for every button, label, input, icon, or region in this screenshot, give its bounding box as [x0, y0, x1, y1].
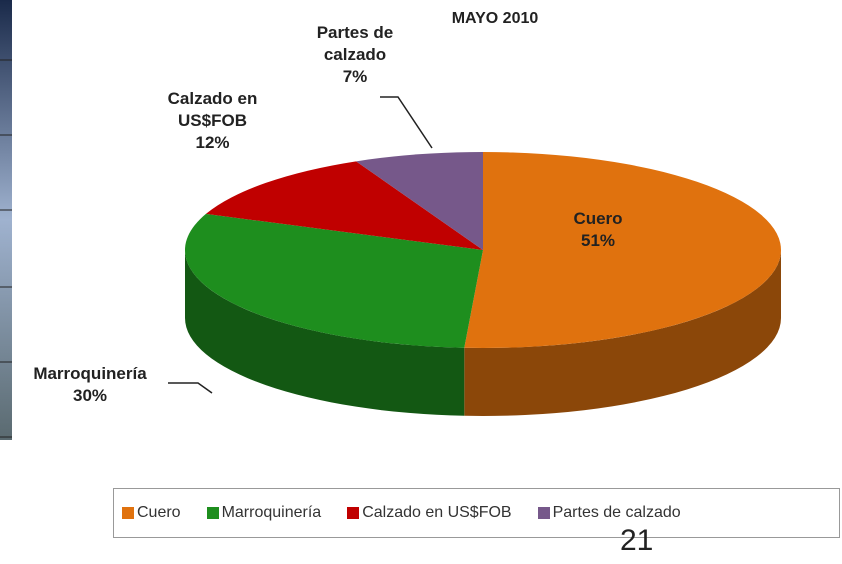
data-label: Calzado en US$FOB 12%: [160, 88, 265, 154]
data-label: Cuero 51%: [548, 208, 648, 252]
slice-side: [464, 250, 781, 416]
leader-lines: [168, 96, 433, 394]
legend-label: Cuero: [137, 504, 181, 521]
side-panel: [0, 0, 12, 440]
legend-label: Partes de calzado: [552, 504, 681, 521]
label-value: 7%: [342, 67, 368, 86]
legend: Cuero Marroquinería Calzado en US$FOB Parte…: [113, 488, 840, 538]
slice: [464, 152, 782, 348]
data-label: Marroquinería 30%: [0, 363, 180, 407]
label-value: 30%: [72, 386, 108, 405]
pie: [184, 152, 782, 416]
legend-swatch: [347, 507, 360, 519]
legend-item: Calzado en US$FOB: [347, 504, 512, 522]
data-label: Partes de calzado 7%: [300, 22, 410, 88]
legend-swatch: [122, 507, 134, 519]
label-value: 12%: [195, 133, 230, 152]
slide-number: 21: [620, 524, 654, 557]
label-category: Partes de calzado: [316, 23, 394, 64]
slice: [184, 213, 483, 348]
slice-side: [184, 250, 465, 416]
label-value: 51%: [580, 231, 616, 250]
legend-label: Calzado en US$FOB: [362, 504, 512, 521]
slice: [356, 152, 483, 250]
label-category: Calzado en US$FOB: [167, 89, 258, 130]
legend-item: Cuero: [122, 504, 181, 522]
label-category: Cuero: [573, 209, 623, 228]
label-category: Marroquinería: [33, 364, 147, 383]
panel-ticks: [0, 59, 12, 438]
legend-label: Marroquinería: [221, 504, 322, 521]
legend-swatch: [537, 507, 550, 519]
legend-item: Partes de calzado: [537, 504, 681, 522]
legend-item: Marroquinería: [206, 504, 322, 522]
chart-title: MAYO 2010: [451, 10, 539, 27]
slice: [205, 161, 483, 250]
legend-swatch: [206, 507, 219, 519]
